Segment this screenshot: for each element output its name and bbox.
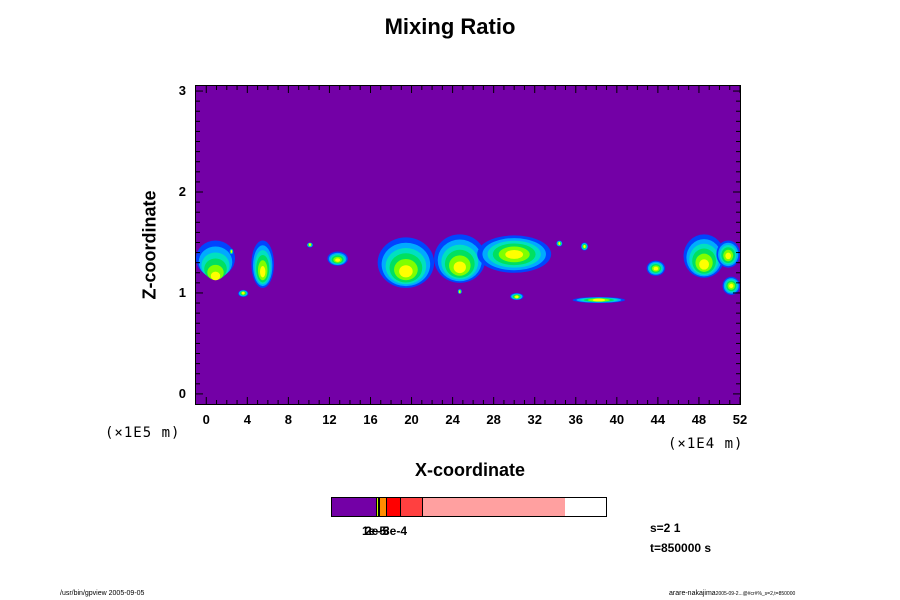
x-tick-label: 52	[732, 412, 748, 427]
cloud-contour	[309, 243, 311, 247]
cloud-contour	[230, 250, 232, 254]
x-tick-label: 48	[691, 412, 707, 427]
y-tick-label: 2	[178, 184, 186, 199]
tick-marks	[196, 86, 740, 404]
colorbar-label-1: 1e-5	[362, 524, 387, 538]
x-tick-label: 4	[243, 412, 251, 427]
x-tick-label: 32	[527, 412, 542, 427]
x-axis-label: X-coordinate	[414, 460, 525, 480]
colorbar-label-3: 3e-4	[383, 524, 408, 538]
cloud-contour	[399, 265, 413, 278]
cloud-patch	[716, 240, 740, 268]
step-info: s=2 1	[650, 521, 681, 535]
cloud-patch	[377, 237, 435, 288]
cloud-patch	[238, 289, 249, 297]
cloud-patch	[477, 235, 552, 273]
cloud-contour	[505, 249, 524, 259]
x-tick-label: 36	[568, 412, 583, 427]
cloud-patch	[457, 288, 462, 294]
colorbar-segment	[380, 498, 388, 516]
x-tick-label: 24	[445, 412, 460, 427]
y-tick-label: 1	[178, 284, 186, 300]
cloud-contour	[583, 245, 586, 249]
footer-command: /usr/bin/gpview 2005-09-05	[60, 590, 145, 597]
cloud-patch	[327, 251, 348, 266]
colorbar-segment	[378, 498, 381, 516]
x-tick-label: 40	[609, 412, 625, 427]
cloud-contour	[725, 252, 732, 260]
cloud-patch	[580, 242, 589, 251]
colorbar-segment	[377, 498, 379, 516]
heatmap-field	[196, 86, 740, 404]
cloud-contour	[453, 261, 466, 274]
cloud-contour	[241, 291, 245, 295]
colorbar-label-2: 2e-5	[365, 524, 390, 538]
cloud-contour	[699, 259, 710, 270]
chart-title: Mixing Ratio	[384, 14, 516, 39]
cloud-patch	[251, 240, 275, 288]
x-tick-label: 28	[486, 412, 501, 427]
y-axis-unit: (×1E5 m)	[105, 425, 181, 441]
x-tick-label: 16	[363, 412, 378, 427]
cloud-patch	[572, 296, 626, 304]
x-tick-label: 0	[202, 412, 210, 427]
cloud-patch	[646, 260, 666, 276]
cloud-contour	[335, 258, 341, 262]
x-tick-label: 44	[650, 412, 666, 427]
cloud-contour	[210, 271, 221, 281]
cloud-patch	[510, 292, 524, 301]
cloud-contour	[558, 241, 561, 245]
footer-author-name: arare-nakajima	[669, 590, 716, 597]
colorbar-segment	[387, 498, 402, 516]
x-axis-unit: (×1E4 m)	[668, 436, 744, 452]
cloud-contour	[260, 266, 266, 278]
cloud-patch	[556, 240, 563, 247]
colorbar	[331, 497, 607, 517]
y-tick-label: 0	[178, 385, 186, 401]
time-info: t=850000 s	[650, 541, 712, 555]
cloud-contour	[653, 266, 659, 271]
x-tick-label: 20	[404, 412, 419, 427]
cloud-patch	[722, 276, 740, 295]
cloud-contour	[592, 298, 606, 302]
plot-area	[195, 85, 741, 405]
cloud-contour	[729, 283, 734, 289]
colorbar-segment	[332, 498, 378, 516]
cloud-contour	[515, 295, 519, 299]
x-tick-label: 8	[284, 412, 292, 427]
footer-author-detail: 2005-09-2...@#cr#%_s=2,t=850000	[715, 591, 796, 597]
colorbar-segment	[401, 498, 423, 516]
cloud-patch	[683, 234, 725, 278]
cloud-contour	[459, 290, 461, 294]
y-tick-label: 3	[178, 83, 186, 99]
y-axis-label: Z-coordinate	[139, 190, 160, 300]
colorbar-segment	[422, 498, 566, 516]
cloud-patch	[229, 248, 234, 255]
footer-author: arare-nakajima2005-09-2...@#cr#%_s=2,t=8…	[669, 590, 795, 597]
cloud-patch	[306, 242, 314, 248]
cloud-patch	[196, 240, 236, 281]
x-tick-label: 12	[322, 412, 337, 427]
cloud-patch	[434, 234, 486, 283]
